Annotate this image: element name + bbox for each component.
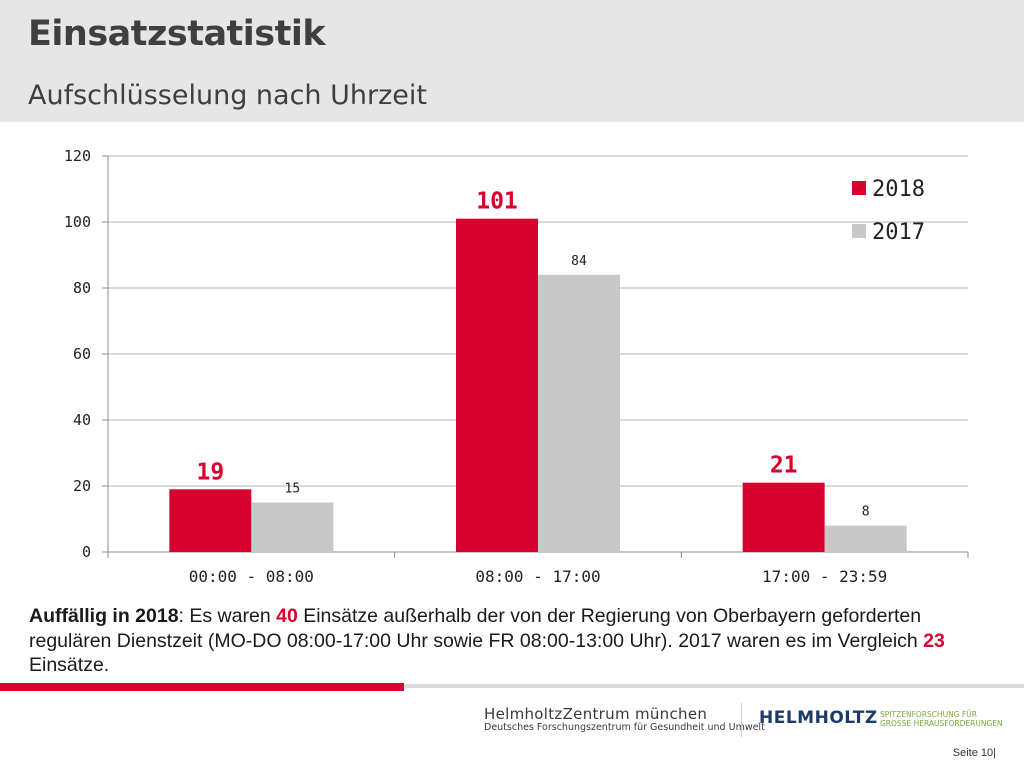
note-text: Auffällig in 2018: Es waren 40 Einsätze …	[29, 604, 979, 678]
bar-2018-1	[456, 218, 538, 552]
x-tick-label: 08:00 - 17:00	[475, 567, 600, 586]
legend-label-2017: 2017	[872, 220, 925, 245]
org-logo-subtext: Deutsches Forschungszentrum für Gesundhe…	[484, 722, 765, 733]
x-tick-label: 17:00 - 23:59	[762, 567, 887, 586]
helmholtz-tagline-2: GROSSE HERAUSFORDERUNGEN	[880, 719, 1003, 728]
bar-2017-2	[824, 525, 907, 552]
footer-accent-bar	[0, 683, 404, 691]
y-tick-label: 0	[82, 543, 91, 561]
bar-2018-2	[742, 482, 825, 552]
y-tick-label: 60	[73, 345, 91, 363]
helmholtz-logo: HELMHOLTZ	[759, 708, 878, 728]
legend-swatch-2017	[852, 224, 866, 238]
note-part2: Einsätze außerhalb der von der Regierung…	[29, 605, 924, 652]
bar-chart: 0 20 40 60 80 100 120 19 15 00:00 - 08:00 101 84 08:…	[64, 147, 969, 586]
data-label-2018: 21	[770, 453, 798, 479]
note-lead: Auffällig in 2018	[29, 605, 179, 627]
y-tick-label: 100	[64, 213, 91, 231]
y-tick-label: 120	[64, 147, 91, 165]
footer-divider	[0, 684, 1024, 688]
logo-separator	[741, 703, 742, 737]
bar-2017-0	[251, 502, 334, 552]
y-tick-label: 80	[73, 279, 91, 297]
org-logo-text: HelmholtzZentrum münchen	[484, 705, 708, 723]
note-count-2018: 40	[276, 605, 298, 627]
note-count-2017: 23	[923, 629, 945, 652]
bar-2018-0	[169, 489, 252, 552]
data-label-2017: 84	[571, 254, 587, 269]
helmholtz-tagline-1: SPITZENFORSCHUNG FÜR	[880, 710, 977, 719]
legend-label-2018: 2018	[872, 177, 925, 202]
note-part1: : Es waren	[178, 605, 277, 627]
y-tick-label: 20	[73, 477, 91, 495]
data-label-2017: 8	[862, 505, 870, 520]
data-label-2018: 19	[196, 459, 224, 485]
x-tick-label: 00:00 - 08:00	[189, 567, 314, 586]
y-tick-label: 40	[73, 411, 91, 429]
page-subtitle: Aufschlüsselung nach Uhrzeit	[28, 80, 427, 111]
header-band: Einsatzstatistik Aufschlüsselung nach Uh…	[0, 0, 1024, 122]
data-label-2018: 101	[476, 189, 518, 215]
note-part3: Einsätze.	[29, 654, 110, 676]
legend-swatch-2018	[852, 181, 866, 195]
helmholtz-tagline: SPITZENFORSCHUNG FÜR GROSSE HERAUSFORDERU…	[880, 710, 1003, 728]
data-label-2017: 15	[285, 482, 301, 497]
bar-2017-1	[538, 274, 620, 552]
page-number: Seite 10|	[952, 747, 996, 759]
page-title: Einsatzstatistik	[28, 14, 326, 54]
